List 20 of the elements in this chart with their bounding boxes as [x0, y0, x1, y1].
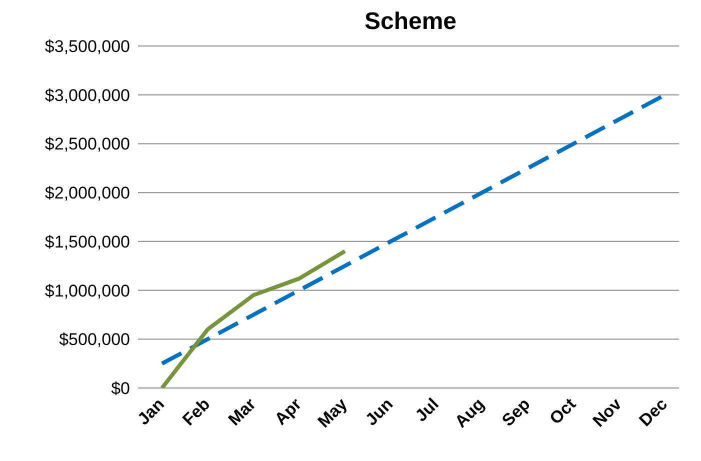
y-tick-label: $1,500,000: [44, 232, 130, 252]
x-tick-label: Mar: [224, 394, 260, 430]
y-tick-label: $2,000,000: [44, 184, 130, 203]
y-tick-label: $2,500,000: [44, 134, 130, 154]
chart-title: Scheme: [363, 8, 458, 37]
x-tick-label: Sep: [498, 394, 534, 430]
y-tick-label: $0: [111, 379, 130, 398]
x-tick-label: Jan: [134, 394, 168, 429]
x-tick-label: Oct: [546, 394, 580, 428]
x-tick-label: Jul: [412, 394, 442, 426]
y-tick-label: $3,000,000: [44, 86, 130, 105]
x-tick-label: Jun: [362, 394, 397, 430]
x-tick-label: Apr: [271, 394, 306, 429]
x-tick-label: Feb: [178, 394, 214, 430]
x-tick-label: Dec: [636, 394, 671, 430]
y-tick-label: $500,000: [59, 330, 130, 350]
y-tick-label: $3,500,000: [44, 37, 130, 56]
line-series: [160, 249, 347, 388]
x-tick-label: Nov: [589, 394, 626, 431]
y-tick-label: $1,000,000: [44, 281, 130, 300]
